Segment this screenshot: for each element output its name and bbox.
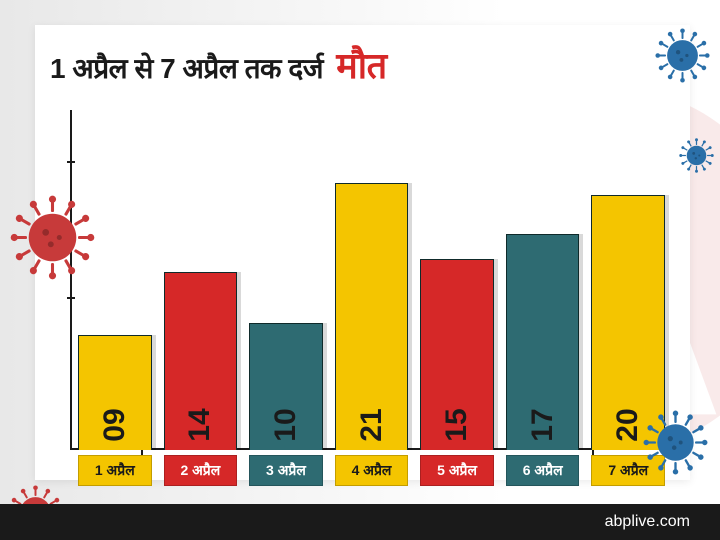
bar: 21	[335, 183, 409, 450]
bar: 14	[164, 272, 238, 450]
bar-column: 15	[420, 259, 494, 450]
title-highlight: मौत	[336, 45, 386, 86]
bar-column: 10	[249, 323, 323, 450]
chart-area: 09 14 10 21 15 17 20 1 अप्रैल 2 अप्रैल 3 अप्रैल 4…	[70, 110, 665, 490]
bar-column: 21	[335, 183, 409, 450]
bar: 09	[78, 335, 152, 450]
x-axis-label: 3 अप्रैल	[249, 455, 323, 486]
bar-value: 20	[611, 408, 645, 441]
bar-column: 14	[164, 272, 238, 450]
bar-column: 17	[506, 234, 580, 450]
source-label: abplive.com	[605, 513, 690, 531]
title-prefix: 1 अप्रैल से 7 अप्रैल तक दर्ज	[50, 53, 323, 84]
bar: 17	[506, 234, 580, 450]
x-axis-label: 4 अप्रैल	[335, 455, 409, 486]
x-axis-label: 5 अप्रैल	[420, 455, 494, 486]
bar-column: 20	[591, 195, 665, 450]
x-axis-label: 1 अप्रैल	[78, 455, 152, 486]
bar: 10	[249, 323, 323, 450]
bar: 15	[420, 259, 494, 450]
bar-value: 14	[183, 408, 217, 441]
chart-title: 1 अप्रैल से 7 अप्रैल तक दर्ज मौत	[50, 40, 387, 89]
bar-value: 17	[526, 408, 560, 441]
x-axis-label: 7 अप्रैल	[591, 455, 665, 486]
bars-container: 09 14 10 21 15 17 20	[78, 110, 665, 450]
bar-value: 15	[440, 408, 474, 441]
labels-container: 1 अप्रैल 2 अप्रैल 3 अप्रैल 4 अप्रैल 5 अप्रैल…	[78, 455, 665, 486]
bar: 20	[591, 195, 665, 450]
x-axis-label: 2 अप्रैल	[164, 455, 238, 486]
x-axis-label: 6 अप्रैल	[506, 455, 580, 486]
bar-column: 09	[78, 335, 152, 450]
bar-value: 10	[269, 408, 303, 441]
y-axis	[70, 110, 72, 450]
bar-value: 09	[98, 408, 132, 441]
footer-bar: abplive.com	[0, 504, 720, 540]
bar-value: 21	[355, 408, 389, 441]
